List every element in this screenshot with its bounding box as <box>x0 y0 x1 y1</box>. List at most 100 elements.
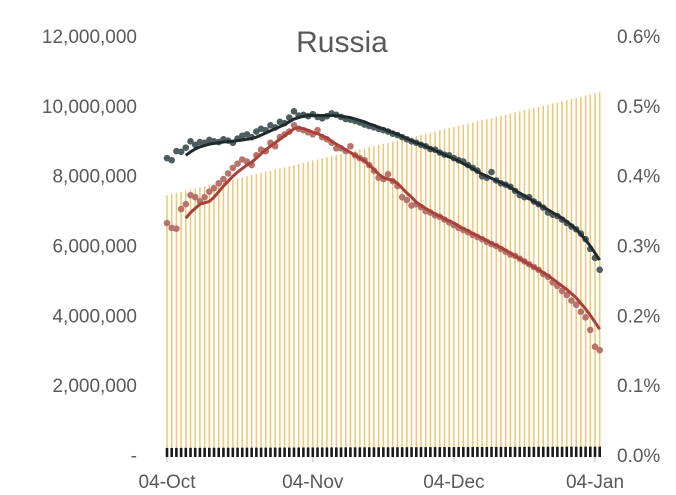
bar <box>401 139 403 457</box>
bar <box>368 147 370 458</box>
bar <box>580 96 582 457</box>
dot <box>568 297 575 304</box>
y2-tick-label: 0.6% <box>617 27 660 48</box>
dot <box>187 138 194 145</box>
bar <box>541 446 545 457</box>
bar <box>593 446 597 457</box>
bar <box>518 111 521 457</box>
dot <box>582 314 589 321</box>
bar <box>584 446 587 457</box>
bar <box>236 447 239 457</box>
bar <box>447 447 451 457</box>
bar <box>246 176 248 457</box>
bar <box>326 157 328 457</box>
bar <box>481 120 483 457</box>
bar <box>589 94 592 457</box>
bar <box>344 152 347 458</box>
bar <box>434 131 436 457</box>
y2-tick-label: 0.0% <box>617 446 660 467</box>
bar <box>302 162 305 457</box>
bar <box>213 183 215 457</box>
bar <box>420 134 422 457</box>
bar <box>382 447 385 457</box>
x-tick-label: 04-Dec <box>423 472 484 493</box>
dot <box>206 188 213 195</box>
y-tick-label: 10,000,000 <box>42 97 137 118</box>
bar <box>598 92 601 458</box>
dot <box>163 219 171 227</box>
bar <box>306 447 310 457</box>
bar <box>471 447 475 457</box>
dot <box>168 156 176 164</box>
bar <box>396 140 399 457</box>
bar <box>226 447 230 457</box>
bar <box>523 110 526 457</box>
bar <box>476 121 479 458</box>
bar <box>565 446 569 457</box>
bar <box>241 177 244 457</box>
bar <box>222 181 225 458</box>
dot <box>384 170 392 178</box>
bar <box>240 447 244 457</box>
dot <box>215 179 223 187</box>
bar <box>339 447 343 457</box>
bar <box>274 169 276 457</box>
bar <box>490 446 493 457</box>
bar <box>556 446 559 457</box>
bar <box>269 447 272 457</box>
bar <box>250 175 253 457</box>
x-tick-label: 04-Jan <box>566 472 624 493</box>
bar <box>297 163 300 457</box>
bar <box>231 447 235 457</box>
bar <box>232 179 234 457</box>
dot <box>210 184 218 192</box>
bar <box>217 447 221 457</box>
bar <box>499 446 503 457</box>
chart-title: Russia <box>296 26 388 59</box>
bar <box>537 106 540 458</box>
y2-tick-label: 0.2% <box>617 306 660 327</box>
bar <box>353 447 357 457</box>
bar <box>170 194 173 457</box>
bar <box>377 144 380 457</box>
bar <box>227 180 229 457</box>
bar <box>166 195 168 457</box>
y-tick-label: 8,000,000 <box>52 167 137 188</box>
bar <box>476 446 479 457</box>
dot <box>177 205 185 213</box>
bar <box>556 102 559 458</box>
bar <box>439 130 441 457</box>
bar <box>311 447 315 457</box>
bar <box>335 447 338 457</box>
bar <box>438 447 442 457</box>
bar <box>490 118 493 458</box>
bar <box>288 166 291 457</box>
bar <box>179 447 183 457</box>
bar <box>358 447 362 457</box>
bar <box>443 129 446 457</box>
dot <box>220 175 227 183</box>
line <box>184 125 601 331</box>
bar <box>462 124 465 457</box>
bar <box>255 447 258 457</box>
bar <box>419 447 423 457</box>
bar <box>509 113 512 458</box>
bar <box>433 447 437 457</box>
bar <box>486 119 488 457</box>
bar <box>203 186 206 457</box>
bar <box>292 447 296 457</box>
bar <box>264 447 268 457</box>
bar <box>528 109 530 457</box>
bar <box>513 446 517 457</box>
bar <box>523 446 526 457</box>
bar <box>222 447 225 457</box>
bar <box>494 446 498 457</box>
bar <box>574 446 578 457</box>
dot <box>290 108 298 115</box>
bar <box>194 188 196 457</box>
bar <box>175 192 178 458</box>
x-tick-label: 04-Nov <box>282 472 344 493</box>
bar <box>453 126 455 458</box>
bar <box>367 447 371 457</box>
bar <box>199 187 201 458</box>
